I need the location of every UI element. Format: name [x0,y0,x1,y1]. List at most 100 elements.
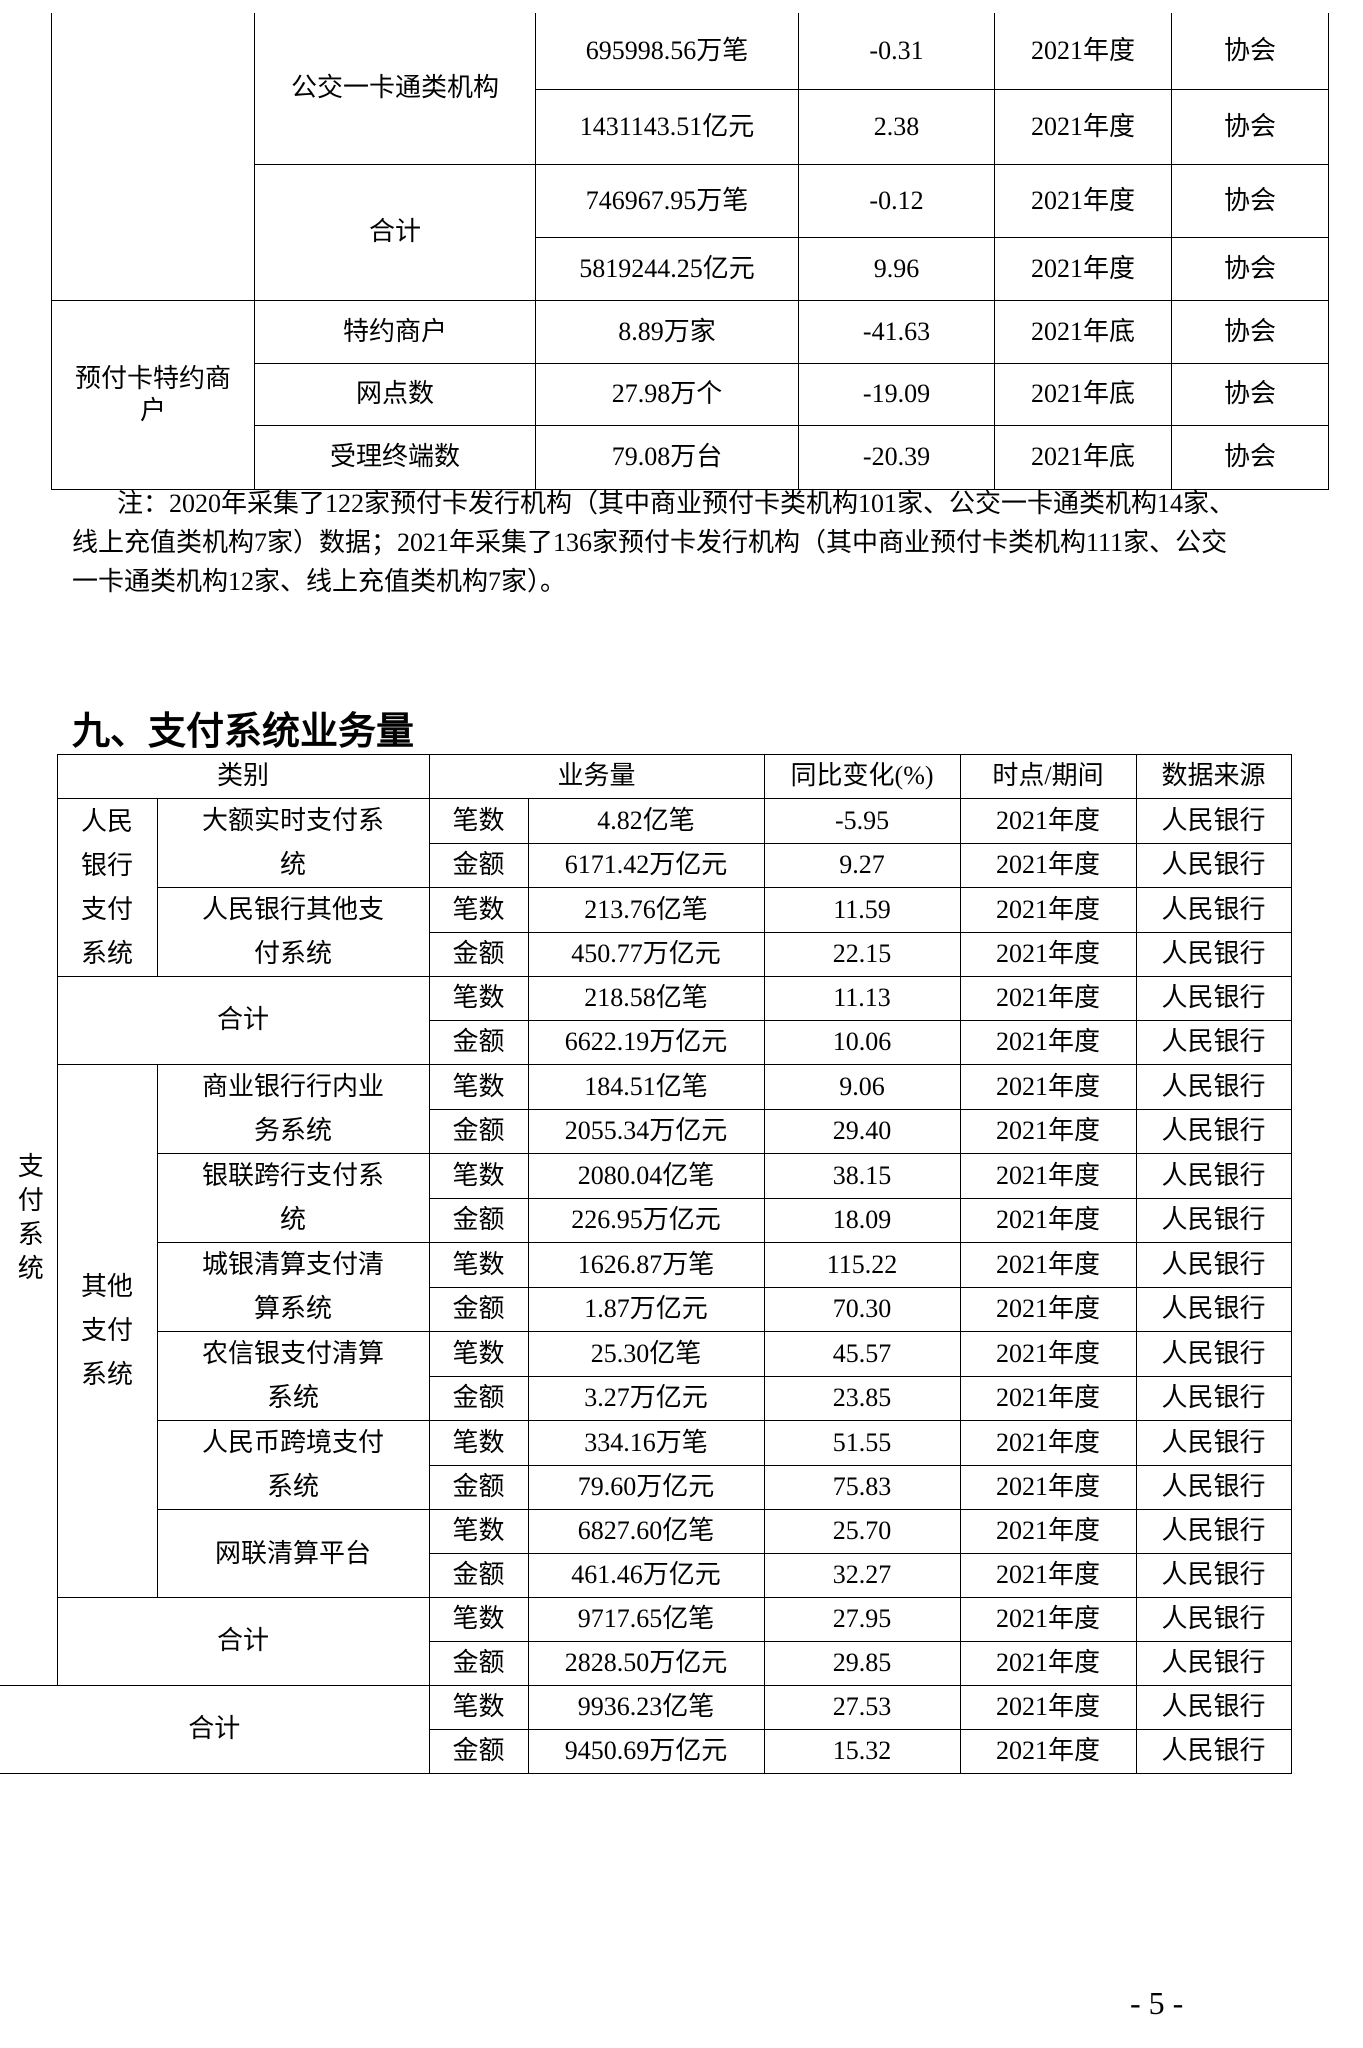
period-cell: 2021年度 [959,1108,1137,1154]
table-row: 人民币跨境支付系统 笔数 334.16万笔 51.55 2021年度 人民银行 [0,1420,1292,1510]
subtotal-label: 合计 [56,976,430,1065]
table-row: 合计 笔数 9717.65亿笔 27.95 2021年度 人民银行 [0,1597,1292,1686]
yoy-change-cell: -41.63 [798,300,995,364]
volume-cell: 9717.65亿笔 [527,1597,765,1642]
header-category: 类别 [56,754,430,799]
source-cell: 协会 [1171,425,1329,490]
yoy-change-cell: -5.95 [763,798,961,844]
period-cell: 2021年度 [959,976,1137,1021]
yoy-change-cell: 25.70 [763,1509,961,1554]
volume-cell: 334.16万笔 [527,1420,765,1466]
volume-cell: 2080.04亿笔 [527,1153,765,1199]
table-row: 金额 461.46万亿元 32.27 2021年度 人民银行 [0,1553,1292,1598]
payment-system-table: 支付系统 类别 业务量 同比变化(%) 时点/期间 数据来源 人民银行支付系统 大额实时支付系… [0,754,1292,1774]
period-cell: 2021年度 [959,1020,1137,1065]
volume-cell: 9450.69万亿元 [527,1729,765,1774]
metric-cell: 金额 [428,1197,529,1243]
metric-cell: 金额 [428,1553,529,1598]
period-cell: 2021年度 [994,13,1172,90]
volume-cell: 1431143.51亿元 [535,89,799,165]
category-label: 合计 [254,164,536,301]
period-cell: 2021年度 [959,1153,1137,1199]
system-name: 人民币跨境支付系统 [156,1420,430,1510]
header-period: 时点/期间 [959,754,1137,799]
source-cell: 协会 [1171,363,1329,426]
table-row: 金额 6622.19万亿元 10.06 2021年度 人民银行 [0,1020,1292,1065]
period-cell: 2021年度 [959,1375,1137,1421]
period-cell: 2021年度 [959,887,1137,933]
table-row: 城银清算支付清算系统 笔数 1626.87万笔 115.22 2021年度 人民银行 [0,1242,1292,1332]
period-cell: 2021年度 [959,798,1137,844]
table-row: 网点数 27.98万个 -19.09 2021年底 协会 [52,363,1329,426]
metric-cell: 金额 [428,1729,529,1774]
period-cell: 2021年度 [959,842,1137,888]
table-row: 金额 1.87万亿元 70.30 2021年度 人民银行 [0,1286,1292,1332]
source-cell: 人民银行 [1135,1197,1292,1243]
volume-cell: 226.95万亿元 [527,1197,765,1243]
table-row: 支付系统 类别 业务量 同比变化(%) 时点/期间 数据来源 [0,754,1292,1686]
metric-cell: 笔数 [428,1685,529,1730]
source-cell: 协会 [1171,89,1329,165]
yoy-change-cell: 2.38 [798,89,995,165]
subtotal-label: 合计 [56,1597,430,1686]
table-row: 受理终端数 79.08万台 -20.39 2021年底 协会 [52,425,1329,490]
metric-cell: 金额 [428,842,529,888]
volume-cell: 1626.87万笔 [527,1242,765,1288]
volume-cell: 79.60万亿元 [527,1464,765,1510]
yoy-change-cell: 11.59 [763,887,961,933]
yoy-change-cell: 45.57 [763,1331,961,1377]
volume-cell: 8.89万家 [535,300,799,364]
metric-cell: 笔数 [428,798,529,844]
category-label: 网点数 [254,363,536,426]
yoy-change-cell: 115.22 [763,1242,961,1288]
table-row: 金额 2055.34万亿元 29.40 2021年度 人民银行 [0,1108,1292,1154]
yoy-change-cell: 51.55 [763,1420,961,1466]
table-row: 网联清算平台 笔数 6827.60亿笔 25.70 2021年度 人民银行 [0,1509,1292,1598]
yoy-change-cell: 38.15 [763,1153,961,1199]
period-cell: 2021年度 [994,164,1172,238]
volume-cell: 79.08万台 [535,425,799,490]
period-cell: 2021年度 [959,1553,1137,1598]
system-name: 城银清算支付清算系统 [156,1242,430,1332]
metric-cell: 金额 [428,1375,529,1421]
metric-cell: 金额 [428,1464,529,1510]
source-cell: 人民银行 [1135,1685,1292,1730]
source-cell: 人民银行 [1135,887,1292,933]
section-heading: 九、支付系统业务量 [72,709,415,753]
table-row: 人民银行支付系统 大额实时支付系统 笔数 4.82亿笔 -5.95 2021年度 人民银行 [0,798,1292,977]
metric-cell: 笔数 [428,1420,529,1466]
period-cell: 2021年度 [959,1286,1137,1332]
source-cell: 人民银行 [1135,1729,1292,1774]
volume-cell: 213.76亿笔 [527,887,765,933]
source-cell: 人民银行 [1135,1108,1292,1154]
period-cell: 2021年度 [959,1242,1137,1288]
volume-cell: 218.58亿笔 [527,976,765,1021]
table-row: 金额 6171.42万亿元 9.27 2021年度 人民银行 [0,842,1292,888]
volume-cell: 2828.50万亿元 [527,1641,765,1686]
volume-cell: 27.98万个 [535,363,799,426]
volume-cell: 6171.42万亿元 [527,842,765,888]
period-cell: 2021年度 [994,237,1172,301]
source-cell: 人民银行 [1135,1064,1292,1110]
yoy-change-cell: -0.12 [798,164,995,238]
yoy-change-cell: -0.31 [798,13,995,90]
outer-label: 支付系统 [0,754,58,1686]
volume-cell: 746967.95万笔 [535,164,799,238]
system-name: 人民银行其他支付系统 [156,887,430,977]
source-cell: 协会 [1171,164,1329,238]
system-name: 大额实时支付系统 [156,798,430,888]
system-name: 银联跨行支付系统 [156,1153,430,1243]
volume-cell: 450.77万亿元 [527,931,765,977]
period-cell: 2021年度 [959,1509,1137,1554]
metric-cell: 笔数 [428,1331,529,1377]
table-row: 金额 226.95万亿元 18.09 2021年度 人民银行 [0,1197,1292,1243]
yoy-change-cell: -19.09 [798,363,995,426]
metric-cell: 金额 [428,1020,529,1065]
period-cell: 2021年度 [959,1331,1137,1377]
metric-cell: 笔数 [428,1597,529,1642]
category-label: 公交一卡通类机构 [254,13,536,165]
volume-cell: 4.82亿笔 [527,798,765,844]
metric-cell: 笔数 [428,976,529,1021]
source-cell: 人民银行 [1135,1286,1292,1332]
period-cell: 2021年底 [994,363,1172,426]
